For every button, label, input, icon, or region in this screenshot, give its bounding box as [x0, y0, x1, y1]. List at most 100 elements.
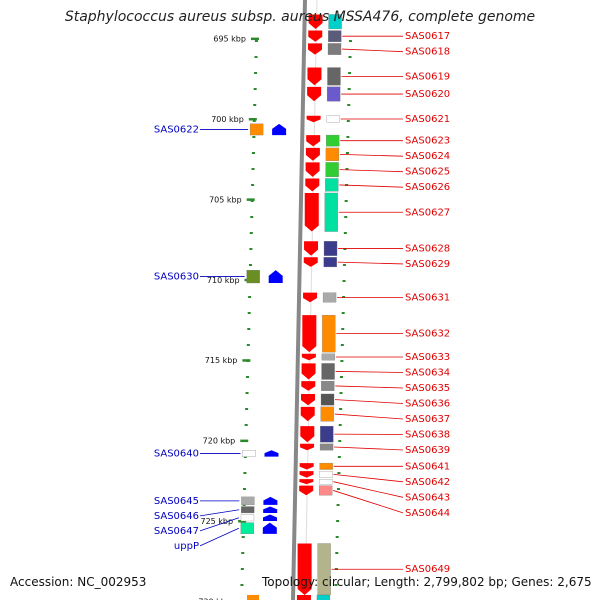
gene-arrow: [305, 147, 320, 161]
gene-arrow: [303, 257, 318, 267]
label-leader: [334, 399, 404, 404]
gene-label: SAS0623: [405, 136, 450, 147]
gene-arrow: [272, 123, 287, 136]
tick-dot-right: [342, 264, 346, 266]
gene-label: SAS0637: [405, 414, 450, 425]
gene-arrow: [301, 381, 316, 391]
gene-arrow: [299, 471, 314, 478]
label-leader: [339, 153, 404, 157]
cog-box: [324, 192, 338, 232]
cog-box: [321, 380, 335, 391]
gene-label: SAS0617: [405, 31, 450, 42]
gene-arrow: [262, 514, 277, 521]
tick-dot-right: [343, 248, 347, 250]
gene-arrow: [297, 543, 312, 595]
gene-arrow: [301, 363, 316, 380]
tick-dot-right: [339, 408, 343, 410]
gene-label: SAS0627: [405, 207, 450, 218]
tick-dot-right: [339, 376, 343, 378]
tick-dot-right: [340, 344, 344, 346]
gene-label: SAS0634: [405, 367, 450, 378]
tick-dot-right: [347, 104, 351, 106]
cog-box: [241, 496, 255, 506]
label-leader: [333, 481, 404, 498]
tick-dot-left: [253, 88, 257, 90]
axis-tick-mark: [242, 359, 251, 362]
genome-backbone: [291, 0, 307, 600]
tick-dot-right: [346, 136, 350, 138]
tick-dot-left: [251, 152, 255, 154]
tick-dot-right: [335, 536, 339, 538]
gene-arrow: [262, 522, 277, 534]
gene-arrow: [306, 115, 321, 123]
gene-label: SAS0638: [405, 429, 450, 440]
gene-arrow: [299, 463, 314, 470]
gene-label: SAS0620: [405, 89, 450, 100]
gene-label: SAS0647: [154, 526, 199, 537]
axis-tick-label: 720 kbp: [203, 437, 236, 446]
tick-dot-right: [337, 472, 341, 474]
axis-tick-label: 715 kbp: [205, 356, 238, 365]
gene-arrow: [308, 43, 323, 55]
gene-label: SAS0635: [405, 383, 450, 394]
gene-arrow: [305, 162, 320, 177]
cog-box: [320, 406, 334, 422]
cog-box: [240, 522, 254, 535]
axis-tick-mark: [246, 198, 255, 201]
cog-box: [321, 363, 335, 380]
gene-arrow: [268, 270, 283, 284]
cog-box: [326, 115, 340, 123]
tick-dot-right: [348, 40, 352, 42]
tick-dot-right: [348, 72, 352, 74]
label-leader: [337, 261, 404, 265]
cog-box: [326, 86, 341, 102]
tick-dot-left: [240, 584, 244, 586]
cog-box: [246, 269, 260, 284]
cog-box: [322, 292, 337, 303]
tick-dot-right: [338, 440, 342, 442]
tick-dot-left: [248, 296, 252, 298]
gene-label: SAS0619: [405, 71, 450, 82]
gene-label: SAS0628: [405, 243, 450, 254]
tick-dot-right: [347, 88, 351, 90]
gene-arrow: [307, 86, 322, 102]
gene-label: SAS0622: [154, 124, 199, 135]
axis-tick-label: 695 kbp: [213, 35, 246, 44]
gene-arrow: [308, 14, 323, 29]
cog-box: [325, 162, 339, 178]
gene-label: SAS0642: [405, 477, 450, 488]
cog-box: [320, 393, 335, 406]
tick-dot-left: [252, 136, 256, 138]
label-leader: [199, 527, 239, 547]
tick-dot-right: [344, 216, 348, 218]
label-leader: [333, 490, 404, 514]
axis-tick-mark: [240, 439, 249, 443]
axis-tick-label: 725 kbp: [200, 517, 233, 526]
gene-label: SAS0626: [405, 182, 450, 193]
axis-tick-label: 705 kbp: [209, 195, 242, 204]
cog-box: [323, 257, 337, 268]
gene-arrow: [296, 594, 311, 600]
gene-arrow: [300, 406, 315, 422]
cog-box: [323, 241, 338, 256]
tick-dot-left: [253, 104, 257, 106]
gene-label: SAS0632: [405, 329, 450, 340]
tick-dot-right: [348, 56, 352, 58]
tick-dot-right: [340, 360, 344, 362]
gene-arrow: [307, 67, 322, 86]
label-leader: [335, 371, 404, 373]
cog-box: [325, 178, 339, 192]
tick-dot-left: [250, 216, 254, 218]
tick-dot-right: [341, 328, 345, 330]
gene-arrow: [264, 450, 279, 457]
gene-label: SAS0645: [154, 496, 199, 507]
label-leader: [339, 169, 404, 173]
gene-arrow: [300, 443, 315, 451]
tick-dot-left: [245, 376, 249, 378]
label-leader: [199, 517, 240, 532]
gene-label: SAS0621: [405, 114, 450, 125]
gene-label: SAS0643: [405, 492, 450, 503]
tick-dot-left: [245, 408, 249, 410]
gene-label: SAS0646: [154, 511, 199, 522]
gene-label: SAS0631: [405, 292, 450, 303]
